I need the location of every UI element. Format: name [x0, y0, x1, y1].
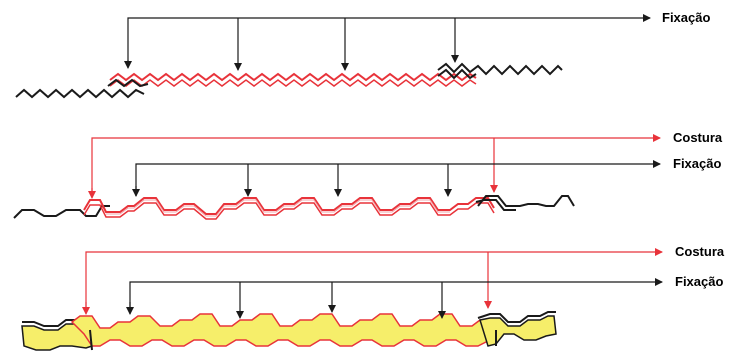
top-fixacao-label: Fixação — [662, 10, 710, 25]
middle-sheet-red-a — [83, 197, 495, 215]
middle-sheet-red-b — [83, 202, 495, 220]
top-sheet-right — [437, 62, 563, 76]
middle-costura-line — [91, 134, 661, 196]
top-sheet-red-a — [109, 72, 477, 82]
middle-sheet-pink — [106, 199, 450, 217]
bottom-joint-left — [89, 329, 93, 351]
bottom-costura-line — [85, 248, 663, 312]
middle-costura-label: Costura — [673, 130, 723, 145]
bottom-diagram: Costura Fixação — [21, 244, 725, 351]
top-diagram: Fixação — [15, 10, 710, 99]
middle-sheet-right — [477, 195, 575, 207]
bottom-fixacao-label: Fixação — [675, 274, 723, 289]
middle-fixacao-line — [135, 160, 661, 196]
bottom-costura-label: Costura — [675, 244, 725, 259]
middle-fixacao-label: Fixação — [673, 156, 721, 171]
bottom-panel-main — [70, 313, 497, 347]
middle-diagram: Costura Fixação — [13, 130, 723, 220]
bottom-fixacao-line — [129, 278, 663, 312]
top-sheet-red-b — [109, 79, 477, 87]
top-fixacao-line — [127, 14, 651, 66]
top-sheet-left — [15, 88, 145, 99]
top-joint-right — [437, 68, 477, 80]
bottom-panel-right — [479, 315, 557, 347]
bottom-panel-right-top — [477, 311, 556, 323]
middle-sheet-left — [13, 205, 110, 219]
middle-joint-right — [475, 199, 516, 211]
top-joint-left — [107, 78, 149, 88]
